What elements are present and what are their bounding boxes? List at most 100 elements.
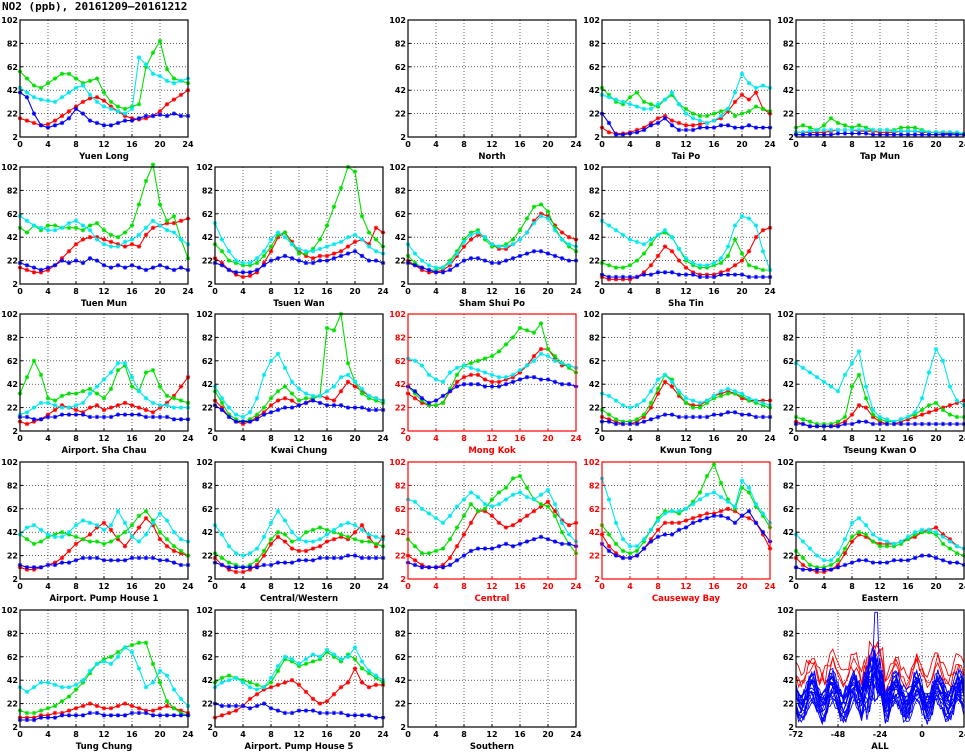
y-tick-label: 82 [395, 186, 406, 195]
data-point [45, 715, 51, 720]
data-point [122, 701, 128, 706]
data-point [800, 539, 806, 544]
data-point [108, 265, 114, 270]
x-tick-label: 24 [377, 287, 389, 296]
data-point [440, 562, 446, 568]
data-point [704, 511, 710, 516]
data-point [940, 541, 946, 547]
data-point [101, 656, 107, 662]
data-point [496, 501, 502, 507]
series-cyan [405, 487, 579, 544]
data-point [59, 120, 65, 126]
data-point [566, 532, 572, 537]
data-point [739, 393, 745, 399]
data-point [648, 417, 654, 422]
data-point [870, 560, 876, 565]
data-point [863, 532, 869, 537]
x-tick-label: 24 [377, 730, 389, 739]
data-point [310, 539, 316, 544]
data-point [164, 218, 170, 224]
data-point [482, 356, 488, 361]
data-point [566, 382, 572, 387]
data-point [87, 710, 93, 716]
data-point [254, 565, 260, 570]
aggregate-trace [795, 672, 965, 725]
data-point [24, 414, 30, 420]
data-point [842, 421, 848, 427]
data-point [115, 244, 121, 249]
data-point [433, 377, 439, 382]
x-tick-label: 8 [655, 434, 661, 443]
data-point [412, 391, 418, 396]
data-point [800, 365, 806, 371]
data-point [122, 230, 128, 235]
data-point [641, 270, 647, 275]
data-point [524, 230, 530, 235]
data-point [940, 532, 946, 537]
data-point [559, 256, 565, 261]
data-point [566, 244, 572, 249]
data-point [226, 414, 232, 420]
data-point [503, 342, 509, 347]
data-point [171, 213, 177, 219]
data-point [641, 546, 647, 551]
data-point [150, 410, 156, 415]
data-point [531, 497, 537, 502]
data-point [676, 527, 682, 533]
data-point [800, 562, 806, 568]
data-point [282, 518, 288, 523]
data-point [760, 511, 766, 516]
data-point [669, 508, 675, 514]
data-point [101, 706, 107, 711]
data-point [66, 694, 72, 699]
data-point [171, 76, 177, 81]
data-point [863, 558, 869, 563]
data-point [461, 237, 467, 242]
data-point [310, 696, 316, 702]
panel-title: Airport. Pump House 1 [50, 594, 159, 604]
data-point [331, 555, 337, 561]
data-point [59, 713, 65, 718]
series-line-red [601, 227, 771, 280]
data-point [891, 544, 897, 549]
data-point [66, 225, 72, 231]
data-point [254, 417, 260, 422]
series-cyan [17, 213, 191, 249]
panel-tseung-kwan-o: 04812162024222426282102Tseung Kwan O [777, 310, 965, 456]
data-point [732, 389, 738, 394]
x-tick-label: 4 [45, 287, 51, 296]
data-point [732, 504, 738, 509]
data-point [52, 118, 58, 123]
data-point [517, 518, 523, 523]
data-point [136, 232, 142, 238]
data-point [641, 242, 647, 247]
data-point [746, 263, 752, 268]
data-point [849, 131, 855, 136]
data-point [108, 232, 114, 238]
data-point [24, 710, 30, 716]
data-point [178, 384, 184, 389]
data-point [324, 699, 330, 704]
data-point [753, 398, 759, 403]
data-point [606, 548, 612, 554]
data-point [718, 393, 724, 399]
data-point [303, 548, 309, 554]
x-tick-label: 0 [212, 582, 218, 591]
data-point [87, 391, 93, 396]
data-point [655, 253, 661, 259]
data-point [566, 363, 572, 368]
data-point [690, 116, 696, 121]
data-point [122, 239, 128, 245]
data-point [620, 99, 626, 105]
data-point [66, 260, 72, 266]
data-point [94, 414, 100, 420]
data-point [538, 213, 544, 219]
data-point [261, 701, 267, 706]
data-point [219, 237, 225, 242]
data-point [150, 400, 156, 406]
x-tick-label: 24 [570, 730, 582, 739]
data-point [690, 414, 696, 420]
data-point [24, 263, 30, 268]
data-point [122, 530, 128, 535]
data-point [440, 393, 446, 399]
